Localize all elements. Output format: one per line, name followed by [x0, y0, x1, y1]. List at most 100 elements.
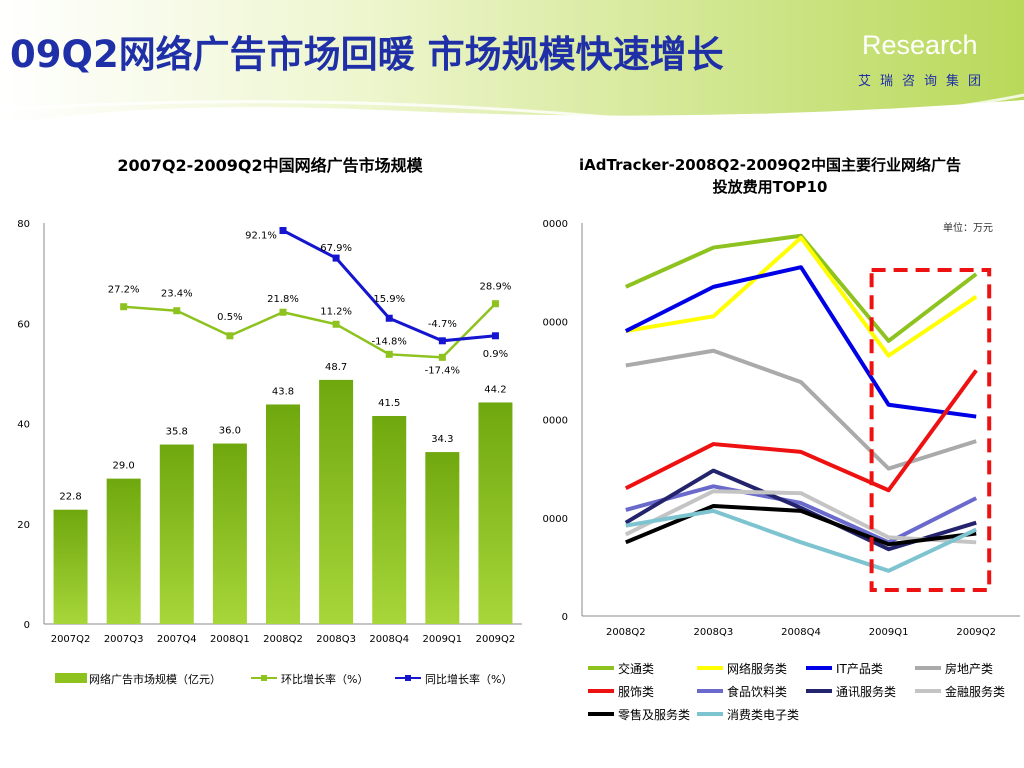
legend-label: 交通类 — [618, 662, 655, 676]
qoq-value-label: -17.4% — [425, 365, 460, 376]
y-tick-label: 40 — [17, 420, 30, 431]
qoq-line — [123, 302, 497, 359]
qoq-marker — [385, 350, 393, 358]
left-legend: 网络广告市场规模（亿元） 环比增长率（%） 同比增长率（%） — [55, 670, 535, 690]
y-tick-label: 20 — [17, 520, 30, 531]
bar-value-label: 43.8 — [272, 386, 294, 397]
legend-swatch-qoq — [251, 675, 277, 681]
y-tick-label: 80 — [17, 219, 30, 230]
series-line — [624, 265, 977, 419]
legend-label: 消费类电子类 — [727, 708, 800, 722]
bar — [106, 478, 141, 624]
qoq-value-label: 0.5% — [217, 312, 242, 323]
legend-swatch — [588, 712, 614, 716]
qoq-marker — [279, 308, 287, 316]
x-tick-label: 2007Q3 — [104, 634, 144, 645]
legend-label: IT产品类 — [836, 662, 883, 676]
bar-value-label: 29.0 — [113, 461, 135, 472]
bar — [319, 379, 354, 624]
qoq-value-label: 21.8% — [267, 294, 299, 305]
bar — [478, 402, 513, 624]
bar-value-label: 34.3 — [431, 434, 453, 445]
legend-label: 金融服务类 — [945, 685, 1006, 699]
y-tick-label: 0000 — [543, 416, 568, 427]
yoy-marker — [332, 254, 340, 262]
legend-label: 零售及服务类 — [618, 708, 691, 722]
legend-label-qoq: 环比增长率（%） — [281, 673, 369, 686]
x-tick-label: 2009Q2 — [956, 627, 996, 638]
legend-swatch — [915, 689, 941, 693]
highlight-box — [869, 268, 992, 592]
qoq-marker — [226, 332, 234, 340]
yoy-line — [282, 229, 496, 343]
yoy-value-label: 92.1% — [245, 231, 277, 242]
yoy-marker — [279, 227, 287, 235]
qoq-value-label: 28.9% — [480, 282, 512, 293]
page-title: 09Q2网络广告市场回暖 市场规模快速增长 — [10, 33, 724, 76]
bar — [212, 443, 247, 624]
legend-label-size: 网络广告市场规模（亿元） — [89, 673, 221, 686]
legend-swatch — [697, 689, 723, 693]
legend-label: 网络服务类 — [727, 662, 788, 676]
x-tick-label: 2008Q2 — [606, 627, 646, 638]
x-tick-label: 2009Q1 — [422, 634, 462, 645]
qoq-value-label: 27.2% — [108, 285, 140, 296]
x-tick-label: 2008Q4 — [781, 627, 821, 638]
bar — [372, 415, 407, 624]
bar-value-label: 44.2 — [484, 384, 506, 395]
bar — [53, 509, 88, 624]
market-size-chart: 0 20 40 60 80 2007Q2 2007Q3 2007Q4 2008Q1 2008Q2 2… — [17, 219, 522, 645]
brand-subtitle: 艾瑞咨询集团 — [858, 74, 991, 89]
legend-swatch — [806, 689, 832, 693]
legend-label: 房地产类 — [945, 662, 994, 676]
x-tick-label: 2008Q3 — [694, 627, 734, 638]
legend-swatch — [806, 666, 832, 670]
bar — [159, 444, 194, 624]
qoq-value-label: 23.4% — [161, 289, 193, 300]
legend-label: 服饰类 — [618, 685, 655, 699]
legend-swatch — [588, 689, 614, 693]
y-tick-label: 0 — [24, 620, 30, 631]
y-tick-label: 0000 — [543, 317, 568, 328]
legend-label: 食品饮料类 — [727, 685, 788, 699]
x-tick-label: 2009Q1 — [869, 627, 909, 638]
y-tick-label: 60 — [17, 319, 30, 330]
yoy-value-label: 15.9% — [373, 294, 405, 305]
qoq-marker — [491, 300, 499, 308]
legend-swatch — [697, 712, 723, 716]
yoy-value-label: 0.9% — [483, 349, 508, 360]
x-tick-label: 2008Q3 — [316, 634, 356, 645]
legend-swatch — [588, 666, 614, 670]
bar-value-label: 41.5 — [378, 398, 400, 409]
left-chart-title: 2007Q2-2009Q2中国网络广告市场规模 — [117, 156, 423, 175]
bar — [266, 404, 300, 624]
legend-swatch — [697, 666, 723, 670]
x-tick-label: 2008Q1 — [210, 634, 250, 645]
qoq-marker — [438, 353, 446, 361]
bar-value-label: 36.0 — [219, 426, 241, 437]
series-line — [625, 503, 977, 547]
series-line — [624, 369, 978, 493]
qoq-marker — [332, 320, 340, 328]
y-tick-label: 0 — [562, 612, 568, 623]
series-line — [624, 233, 978, 343]
x-tick-label: 2007Q2 — [51, 634, 91, 645]
x-tick-label: 2008Q4 — [369, 634, 409, 645]
right-chart-title-line1: iAdTracker-2008Q2-2009Q2中国主要行业网络广告 — [579, 156, 961, 174]
x-tick-label: 2007Q4 — [157, 634, 197, 645]
series-line — [625, 235, 978, 358]
bar — [425, 452, 460, 624]
yoy-marker — [491, 332, 499, 340]
qoq-marker — [120, 303, 128, 311]
qoq-marker — [173, 307, 181, 315]
legend-swatch-yoy — [395, 675, 421, 681]
legend-label-yoy: 同比增长率（%） — [425, 673, 513, 686]
right-legend: 交通类 网络服务类 IT产品类 房地产类服饰类 食品饮料类 通讯服务类 金融服务类零售及服务… — [588, 660, 1024, 730]
legend-label: 通讯服务类 — [836, 685, 897, 699]
brand-logo: Research — [862, 30, 978, 60]
right-chart-title-line2: 投放费用TOP10 — [712, 178, 828, 196]
legend-swatch-bar — [55, 673, 87, 683]
unit-note: 单位：万元 — [943, 223, 993, 234]
bar-value-label: 48.7 — [325, 362, 347, 373]
